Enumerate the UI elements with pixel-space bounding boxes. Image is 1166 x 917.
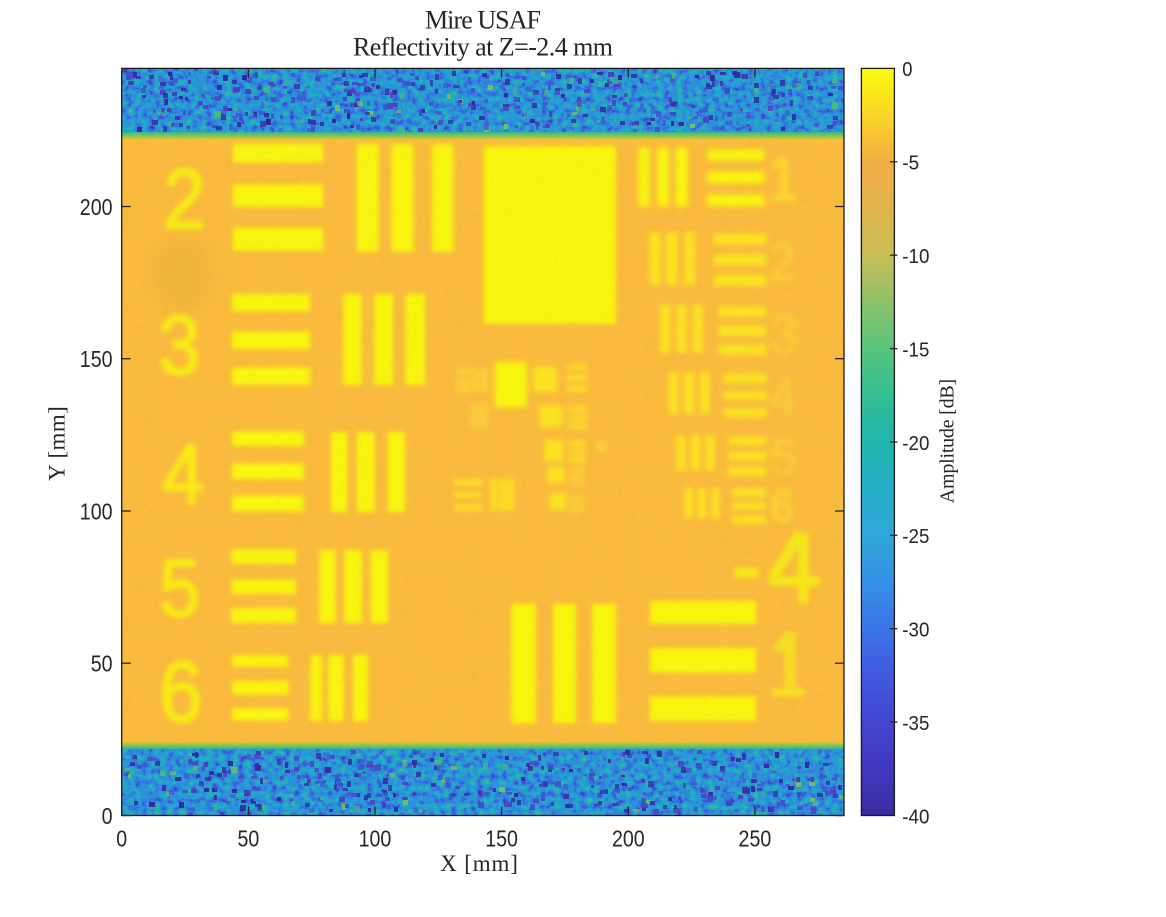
svg-text:200: 200 xyxy=(612,825,645,851)
svg-text:-15: -15 xyxy=(902,339,929,361)
svg-text:100: 100 xyxy=(80,498,113,524)
svg-text:-20: -20 xyxy=(902,433,929,455)
svg-text:-40: -40 xyxy=(902,806,929,828)
svg-text:Mire USAF: Mire USAF xyxy=(425,6,541,35)
svg-text:0: 0 xyxy=(102,803,113,829)
svg-text:-5: -5 xyxy=(902,153,919,175)
svg-text:X [mm]: X [mm] xyxy=(440,851,518,876)
svg-text:150: 150 xyxy=(485,825,518,851)
svg-text:-25: -25 xyxy=(902,526,929,548)
svg-text:-35: -35 xyxy=(902,713,929,735)
svg-text:150: 150 xyxy=(80,346,113,372)
svg-text:100: 100 xyxy=(359,825,392,851)
svg-text:50: 50 xyxy=(91,651,113,677)
svg-text:Amplitude [dB]: Amplitude [dB] xyxy=(937,379,959,503)
svg-text:-30: -30 xyxy=(902,620,929,642)
svg-text:Reflectivity at Z=-2.4 mm: Reflectivity at Z=-2.4 mm xyxy=(353,33,613,62)
svg-text:-10: -10 xyxy=(902,246,929,268)
svg-text:Y [mm]: Y [mm] xyxy=(45,406,70,481)
svg-text:200: 200 xyxy=(80,194,113,220)
svg-text:0: 0 xyxy=(902,59,912,81)
svg-text:50: 50 xyxy=(238,825,260,851)
svg-text:250: 250 xyxy=(739,825,772,851)
svg-text:0: 0 xyxy=(116,825,127,851)
